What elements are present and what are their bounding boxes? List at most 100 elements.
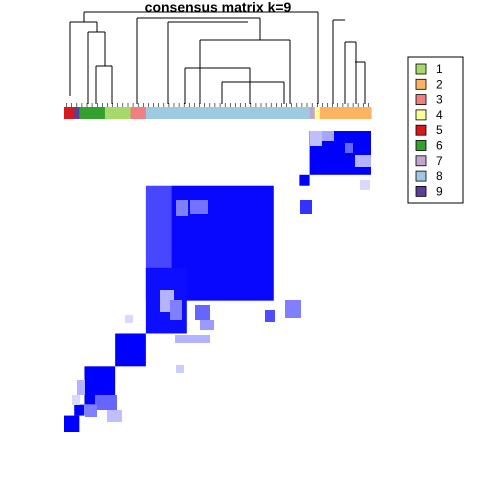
- annotation-cell-cluster-8: [232, 107, 239, 119]
- consensus-cell: [285, 300, 301, 318]
- annotation-cell-cluster-8: [181, 107, 188, 119]
- consensus-cell: [95, 395, 117, 410]
- legend-label-5: 5: [436, 123, 443, 137]
- annotation-cell-cluster-8: [268, 107, 275, 119]
- annotation-cell-cluster-8: [161, 107, 167, 119]
- annotation-cell-cluster-8: [156, 107, 162, 119]
- annotation-cell-cluster-2: [319, 107, 326, 119]
- annotation-cell-cluster-2: [324, 107, 331, 119]
- annotation-cell-cluster-8: [197, 107, 203, 119]
- consensus-cell: [355, 155, 371, 167]
- consensus-cell: [360, 180, 370, 190]
- consensus-cell: [77, 380, 85, 395]
- annotation-cell-cluster-8: [212, 107, 219, 119]
- consensus-cell: [176, 365, 184, 373]
- consensus-block: [64, 415, 80, 432]
- legend-swatch-2: [415, 78, 427, 90]
- annotation-cell-cluster-5: [69, 107, 75, 119]
- legend-label-7: 7: [436, 154, 443, 168]
- consensus-block: [74, 404, 85, 416]
- annotation-cell-cluster-8: [207, 107, 213, 119]
- consensus-cell: [310, 131, 322, 146]
- annotation-cell-cluster-8: [299, 107, 306, 119]
- annotation-cell-cluster-2: [350, 107, 357, 119]
- consensus-cell: [175, 335, 210, 343]
- consensus-cell: [190, 200, 208, 214]
- consensus-cell: [170, 300, 182, 320]
- legend-label-2: 2: [436, 77, 443, 91]
- annotation-cell-cluster-3: [140, 107, 147, 119]
- consensus-cell: [300, 200, 312, 214]
- annotation-cell-cluster-1: [110, 107, 116, 119]
- annotation-cell-cluster-1: [115, 107, 121, 119]
- legend-swatch-6: [415, 140, 427, 151]
- consensus-cell: [195, 305, 210, 320]
- annotation-cell-cluster-8: [191, 107, 198, 119]
- annotation-cell-cluster-2: [365, 107, 372, 119]
- annotation-cell-cluster-8: [202, 107, 208, 119]
- annotation-cell-cluster-2: [340, 107, 347, 119]
- annotation-cell-cluster-8: [289, 107, 295, 119]
- legend-label-6: 6: [436, 139, 443, 153]
- annotation-cell-cluster-8: [227, 107, 234, 119]
- consensus-cell: [125, 315, 133, 323]
- cluster-annotation-bar: [64, 107, 372, 119]
- annotation-cell-cluster-4: [314, 107, 321, 119]
- annotation-cell-cluster-8: [243, 107, 249, 119]
- annotation-cell-cluster-6: [99, 107, 106, 119]
- legend-swatch-3: [415, 94, 427, 105]
- consensus-block: [171, 185, 274, 301]
- annotation-cell-cluster-1: [125, 107, 132, 119]
- legend-swatch-8: [415, 170, 427, 182]
- legend-swatch-4: [415, 109, 427, 121]
- chart-title: consensus matrix k=9: [145, 0, 292, 15]
- annotation-cell-cluster-1: [120, 107, 126, 119]
- annotation-cell-cluster-9: [74, 107, 80, 119]
- consensus-cell: [345, 143, 353, 153]
- annotation-cell-cluster-8: [171, 107, 178, 119]
- legend-label-9: 9: [436, 184, 443, 198]
- legend-label-8: 8: [436, 169, 443, 183]
- annotation-cell-cluster-2: [345, 107, 352, 119]
- legend-swatch-1: [415, 63, 427, 75]
- annotation-cell-cluster-8: [150, 107, 157, 119]
- consensus-cell: [265, 310, 275, 322]
- annotation-cell-cluster-8: [222, 107, 229, 119]
- legend-label-4: 4: [436, 108, 443, 122]
- consensus-cell: [200, 320, 214, 330]
- consensus-matrix-cells: [64, 131, 371, 432]
- annotation-cell-cluster-8: [263, 107, 270, 119]
- annotation-cell-cluster-8: [278, 107, 285, 119]
- annotation-cell-cluster-2: [335, 107, 341, 119]
- consensus-cell: [176, 200, 188, 216]
- annotation-cell-cluster-8: [284, 107, 290, 119]
- consensus-block: [299, 174, 310, 186]
- annotation-cell-cluster-7: [309, 107, 316, 119]
- annotation-cell-cluster-8: [186, 107, 193, 119]
- annotation-cell-cluster-3: [130, 107, 137, 119]
- consensus-cell: [85, 405, 97, 417]
- annotation-cell-cluster-2: [355, 107, 362, 119]
- annotation-cell-cluster-5: [64, 107, 70, 119]
- annotation-cell-cluster-2: [330, 107, 336, 119]
- consensus-cell: [107, 410, 122, 422]
- annotation-cell-cluster-6: [79, 107, 86, 119]
- annotation-cell-cluster-8: [237, 107, 244, 119]
- column-dendrogram: [66, 11, 369, 107]
- annotation-cell-cluster-8: [258, 107, 265, 119]
- legend-swatch-7: [415, 155, 427, 167]
- annotation-cell-cluster-3: [135, 107, 142, 119]
- annotation-cell-cluster-8: [294, 107, 300, 119]
- annotation-cell-cluster-8: [253, 107, 260, 119]
- annotation-cell-cluster-6: [89, 107, 96, 119]
- annotation-cell-cluster-6: [84, 107, 91, 119]
- annotation-cell-cluster-8: [217, 107, 224, 119]
- annotation-cell-cluster-8: [304, 107, 311, 119]
- consensus-cell: [322, 131, 334, 141]
- annotation-cell-cluster-8: [176, 107, 183, 119]
- annotation-cell-cluster-8: [166, 107, 173, 119]
- annotation-cell-cluster-8: [273, 107, 280, 119]
- consensus-block: [115, 333, 146, 367]
